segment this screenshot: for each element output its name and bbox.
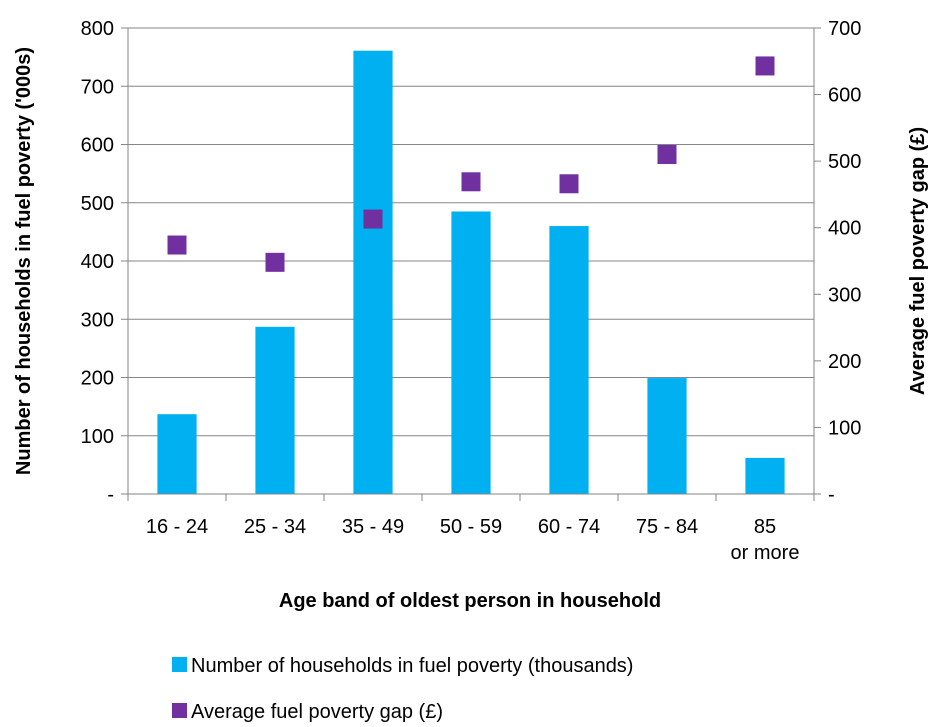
y-axis-tick-label: 800: [81, 18, 114, 40]
y2-axis-tick-label: 600: [828, 85, 861, 107]
y2-axis-tick-label: 700: [828, 18, 861, 40]
y-axis-tick-label: 200: [81, 368, 114, 390]
x-axis-title: Age band of oldest person in household: [279, 590, 661, 612]
y-axis-tick-label: -: [107, 484, 114, 506]
x-axis-tick-label: 60 - 74: [538, 516, 600, 538]
x-axis-tick-label: 50 - 59: [440, 516, 502, 538]
y-axis-tick-label: 500: [81, 193, 114, 215]
legend-label-markers: Average fuel poverty gap (£): [191, 701, 443, 723]
gap-marker: [559, 174, 579, 194]
bar: [255, 326, 295, 494]
y-axis-tick-label: 300: [81, 309, 114, 331]
y-axis-tick-label: 700: [81, 76, 114, 98]
legend-label-bars: Number of households in fuel poverty (th…: [191, 655, 633, 677]
bar: [647, 378, 687, 494]
bar: [745, 457, 785, 494]
y2-axis-tick-label: 400: [828, 218, 861, 240]
y2-axis-tick-label: 100: [828, 417, 861, 439]
legend-item-markers: Average fuel poverty gap (£): [172, 701, 443, 723]
x-axis-tick-labels: 16 - 24 25 - 34 35 - 49 50 - 59 60 - 74 75 - …: [146, 516, 800, 564]
y2-axis-tick-label: 200: [828, 351, 861, 373]
legend-swatch-markers: [172, 703, 187, 718]
y-axis-tick-label: 100: [81, 426, 114, 448]
gap-marker: [755, 56, 775, 76]
y2-axis-tick-label: 300: [828, 284, 861, 306]
legend-swatch-bars: [172, 657, 187, 672]
y-axis-tick-label: 600: [81, 135, 114, 157]
y-axis-title: Number of households in fuel poverty ('0…: [13, 47, 35, 475]
x-axis-tick-label: 25 - 34: [244, 516, 306, 538]
gap-marker: [657, 144, 677, 164]
bar: [549, 226, 589, 495]
marker-series: [167, 56, 775, 272]
y2-axis-tick-label: -: [828, 484, 835, 506]
x-axis-tick-label: 35 - 49: [342, 516, 404, 538]
bar: [157, 414, 197, 494]
gap-marker: [461, 172, 481, 192]
y-axis-tick-labels: - 100 200 300 400 500 600 700 800: [81, 18, 114, 506]
bar: [353, 50, 393, 494]
axes: [121, 27, 821, 501]
gap-marker: [363, 209, 383, 229]
x-axis-tick-label: 16 - 24: [146, 516, 208, 538]
legend-item-bars: Number of households in fuel poverty (th…: [172, 655, 633, 677]
gap-marker: [167, 235, 187, 255]
gap-marker: [265, 252, 285, 272]
y-axis-tick-label: 400: [81, 251, 114, 273]
y2-axis-title: Average fuel poverty gap (£): [907, 127, 929, 395]
y2-axis-tick-label: 500: [828, 151, 861, 173]
bar: [451, 211, 491, 495]
x-axis-tick-label: 75 - 84: [636, 516, 698, 538]
x-axis-tick-label: 85 or more: [731, 516, 800, 564]
y2-axis-tick-labels: - 100 200 300 400 500 600 700: [828, 18, 861, 506]
legend: Number of households in fuel poverty (th…: [172, 655, 633, 723]
bar-series: [157, 50, 785, 495]
